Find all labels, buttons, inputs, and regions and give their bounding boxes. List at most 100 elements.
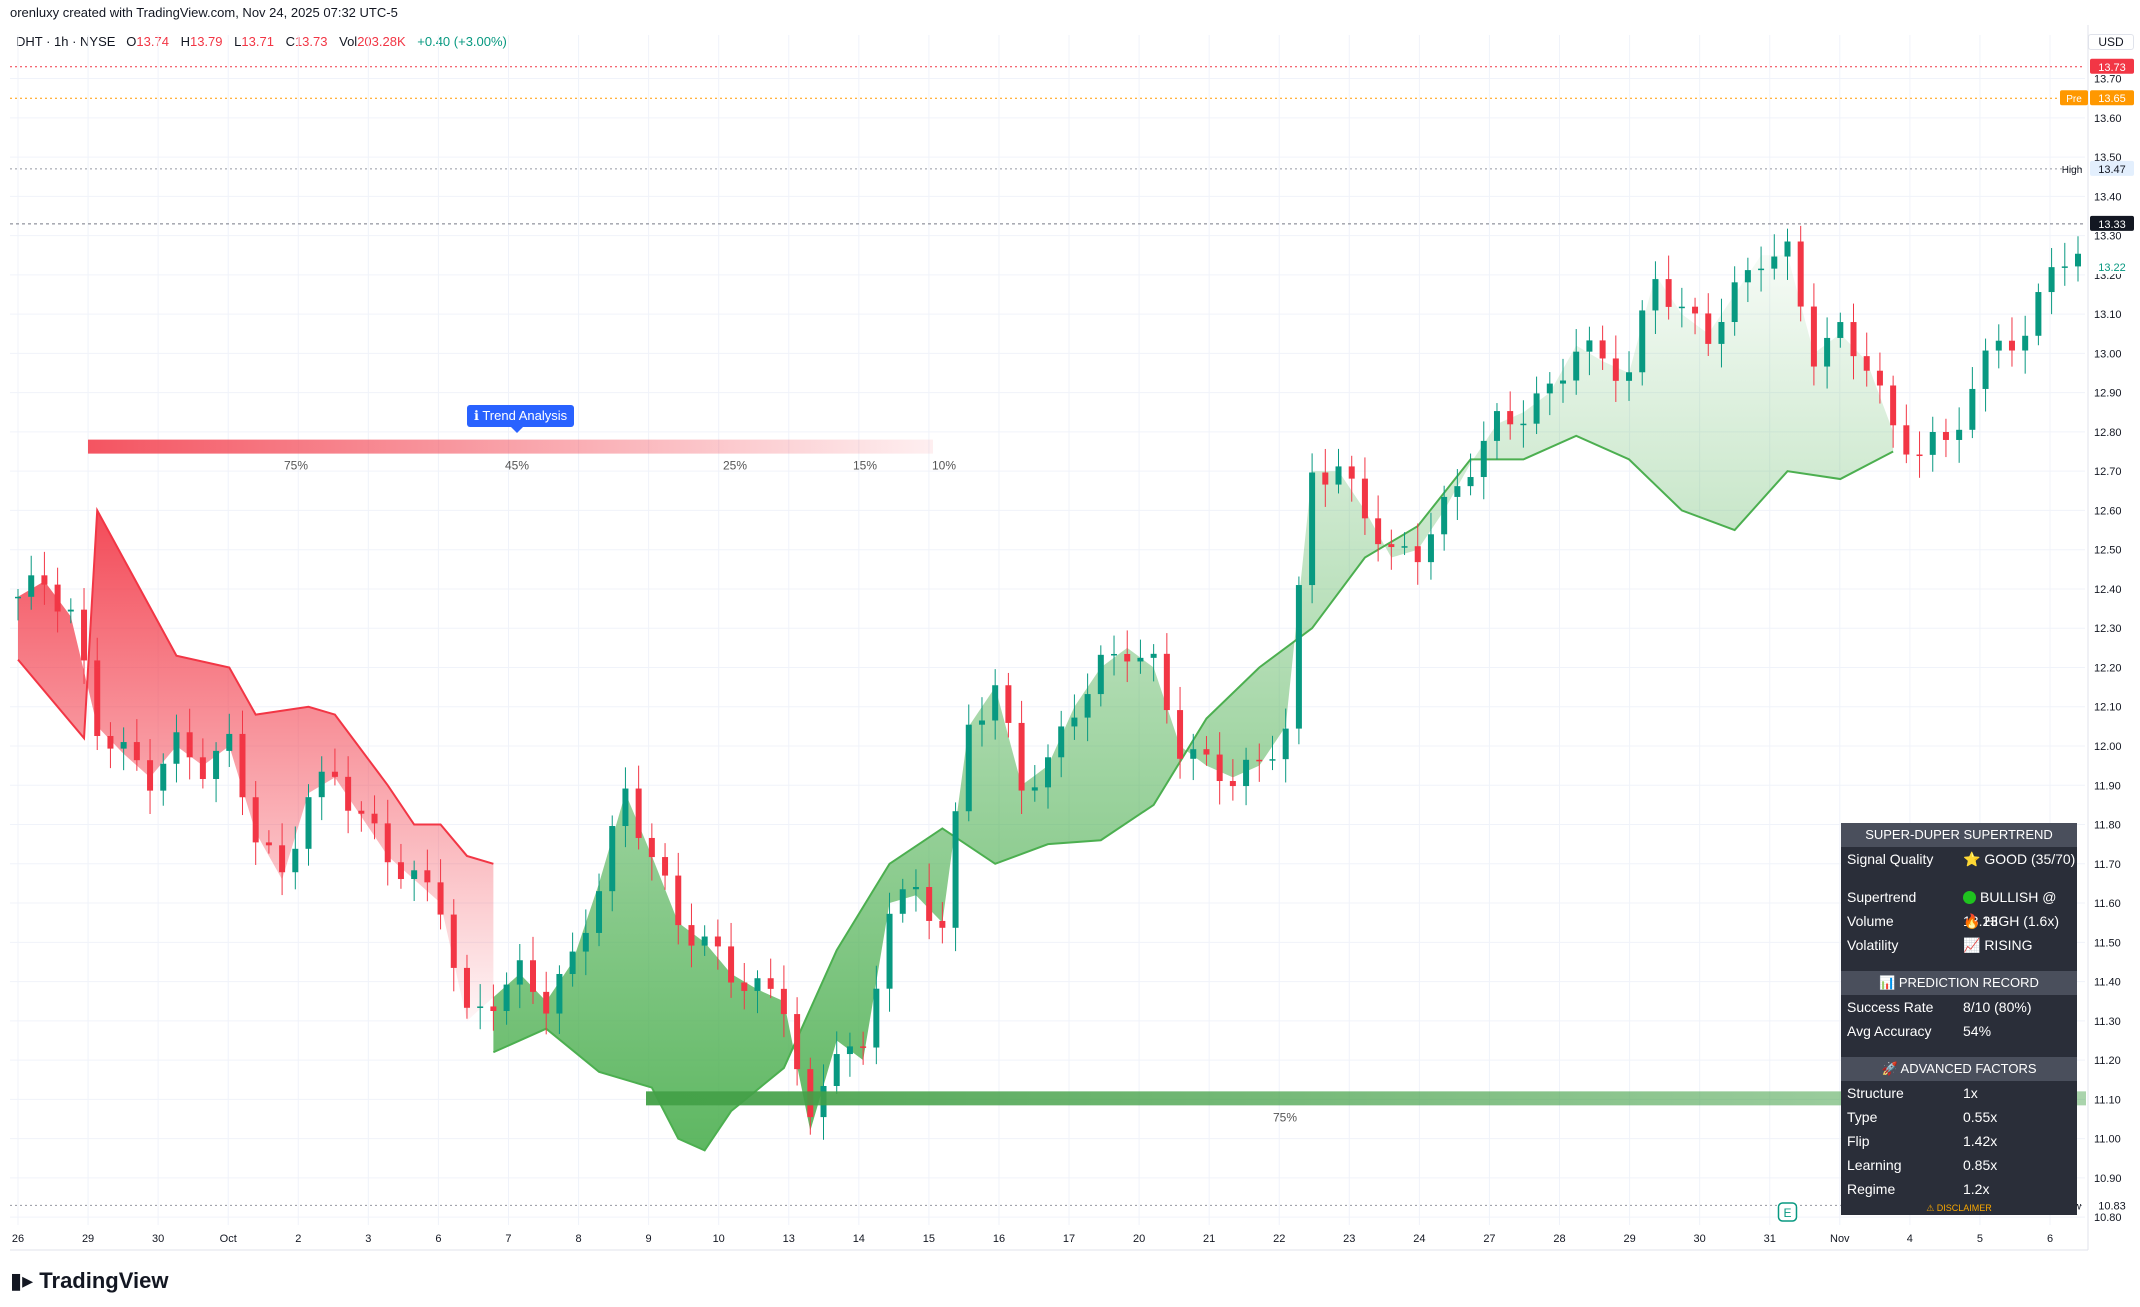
candle-body: [1361, 478, 1368, 519]
panel-row-key: Regime: [1847, 1181, 1896, 1197]
time-tick-label: 31: [1764, 1233, 1776, 1245]
profile-level-label: 45%: [505, 459, 529, 473]
pre-price-tag: 13.65: [2098, 93, 2126, 105]
candle-body: [1177, 710, 1184, 759]
time-tick-label: 6: [435, 1233, 441, 1245]
candle-body: [1626, 372, 1633, 381]
candle-body: [767, 978, 774, 989]
candle-body: [81, 609, 88, 661]
panel-row-value: 📈 RISING: [1963, 937, 2033, 953]
price-tick-label: 13.30: [2094, 231, 2122, 243]
supertrend-panel: SUPER-DUPER SUPERTREND Signal Quality ⭐ G…: [1841, 823, 2077, 1215]
candle-body: [556, 973, 563, 1014]
panel-row-key: Avg Accuracy: [1847, 1023, 1932, 1039]
candle-body: [886, 913, 893, 989]
candle-body: [1203, 749, 1210, 755]
supertrend-bull-fill: [493, 255, 1894, 1151]
candle-body: [450, 914, 457, 968]
panel-row-value: BULLISH @ 13.23: [1963, 889, 2057, 929]
candle-body: [688, 925, 695, 946]
panel-row: Structure 1x: [1841, 1081, 2077, 1105]
candle-body: [1124, 653, 1131, 662]
symbol-title[interactable]: DHT · 1h · NYSE: [16, 34, 116, 49]
candle-body: [1546, 383, 1553, 394]
candle-body: [978, 720, 985, 725]
time-tick-label: 5: [1977, 1233, 1983, 1245]
price-tick-label: 11.00: [2094, 1134, 2121, 1146]
candle-body: [1414, 546, 1421, 563]
panel-row-key: Type: [1847, 1109, 1878, 1125]
pre-label: Pre: [2066, 94, 2082, 105]
candle-body: [345, 776, 352, 811]
candle-body: [1137, 657, 1144, 662]
panel-row-value: 8/10 (80%): [1963, 999, 2032, 1015]
candle-body: [1758, 268, 1765, 271]
candle-body: [1837, 322, 1844, 338]
candle-body: [530, 960, 536, 992]
bear-profile-bar: [88, 439, 933, 454]
panel-row-value: 1x: [1963, 1085, 1978, 1101]
candle-body: [1256, 759, 1263, 762]
time-tick-label: 30: [152, 1233, 164, 1245]
panel-row: Success Rate 8/10 (80%): [1841, 995, 2077, 1019]
candle-body: [965, 724, 972, 812]
candle-body: [28, 575, 35, 597]
panel-row: Learning 0.85x: [1841, 1153, 2077, 1177]
candle-body: [1929, 432, 1936, 455]
candle-body: [1890, 385, 1897, 426]
time-tick-label: 21: [1203, 1233, 1215, 1245]
candle-body: [754, 978, 761, 991]
time-tick-label: 10: [713, 1233, 725, 1245]
candle-body: [160, 763, 167, 791]
candle-body: [239, 733, 246, 798]
candle-body: [371, 813, 378, 824]
trend-analysis-tooltip: ℹ Trend Analysis: [467, 405, 575, 433]
supertrend-bear-fill: [18, 510, 494, 1021]
time-tick-label: 3: [365, 1233, 371, 1245]
price-tick-label: 12.10: [2094, 702, 2122, 714]
candle-body: [292, 848, 299, 873]
crosshair-price-tag-bg: [2090, 215, 2134, 231]
candle-body: [1401, 546, 1408, 548]
candle-body: [173, 732, 180, 764]
candle-body: [2075, 253, 2081, 267]
panel-row-value: 1.42x: [1963, 1133, 1998, 1149]
candle-body: [1942, 432, 1949, 440]
panel-row: Type 0.55x: [1841, 1105, 2077, 1129]
candle-body: [1863, 356, 1870, 371]
candle-body: [252, 797, 259, 843]
time-tick-label: 9: [646, 1233, 652, 1245]
candle-body: [1824, 337, 1831, 367]
candle-body: [305, 797, 312, 849]
candle-body: [265, 842, 272, 846]
price-tick-label: 11.50: [2094, 937, 2121, 949]
candle-body: [1348, 466, 1355, 479]
candle-body: [199, 757, 206, 779]
time-tick-label: 15: [923, 1233, 935, 1245]
high-label: High: [2062, 165, 2083, 176]
chart-credit: orenluxy created with TradingView.com, N…: [10, 5, 398, 20]
earnings-icon-label: E: [1783, 1206, 1791, 1220]
price-tick-label: 12.00: [2094, 741, 2122, 753]
profile-level-label: 15%: [853, 459, 877, 473]
candle-body: [1586, 340, 1593, 352]
candle-body: [1744, 270, 1751, 283]
candle-body: [1295, 585, 1302, 729]
candle-body: [133, 742, 140, 761]
tradingview-logo-icon: ▮▸: [10, 1268, 34, 1293]
panel-row-value: ⭐ GOOD (35/70): [1963, 851, 2076, 867]
panel-row-value: 0.55x: [1963, 1109, 1998, 1125]
panel-title: SUPER-DUPER SUPERTREND: [1841, 823, 2077, 847]
profile-level-label: 75%: [1273, 1110, 1297, 1124]
high-label: H: [180, 34, 190, 49]
prediction-title: 📊 PREDICTION RECORD: [1841, 971, 2077, 995]
candle-body: [846, 1046, 853, 1055]
disclaimer-link[interactable]: ⚠ DISCLAIMER: [1926, 1203, 1992, 1213]
candle-body: [1322, 472, 1329, 485]
open-label: O: [126, 34, 137, 49]
low-price-tag: 10.83: [2098, 1200, 2126, 1212]
time-tick-label: 27: [1483, 1233, 1495, 1245]
candle-body: [67, 609, 74, 612]
price-tick-label: 13.00: [2094, 348, 2122, 360]
